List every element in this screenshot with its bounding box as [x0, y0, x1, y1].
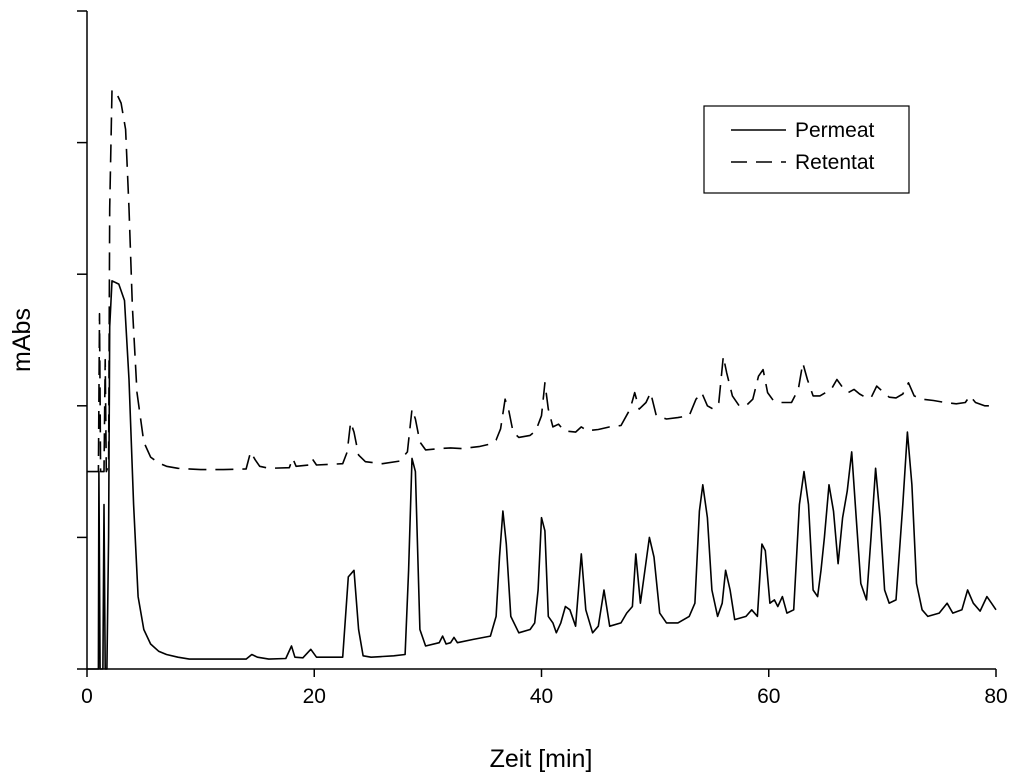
legend-label-retentat: Retentat	[795, 151, 875, 174]
x-tick-label: 60	[757, 685, 780, 708]
ticks-layer: 0 20 40 60 80	[77, 10, 1008, 708]
x-tick-label: 40	[530, 685, 553, 708]
x-tick-label: 80	[984, 685, 1007, 708]
x-tick-label: 0	[81, 685, 93, 708]
legend-box	[703, 105, 910, 194]
series-line-retentat	[87, 89, 996, 473]
series-layer	[87, 89, 997, 670]
legend: Permeat Retentat	[703, 105, 910, 194]
legend-label-permeat: Permeat	[795, 119, 875, 142]
series-line-permeat	[87, 280, 997, 670]
x-tick-label: 20	[303, 685, 326, 708]
y-axis-title: mAbs	[8, 308, 36, 372]
x-axis-title: Zeit [min]	[490, 745, 593, 773]
